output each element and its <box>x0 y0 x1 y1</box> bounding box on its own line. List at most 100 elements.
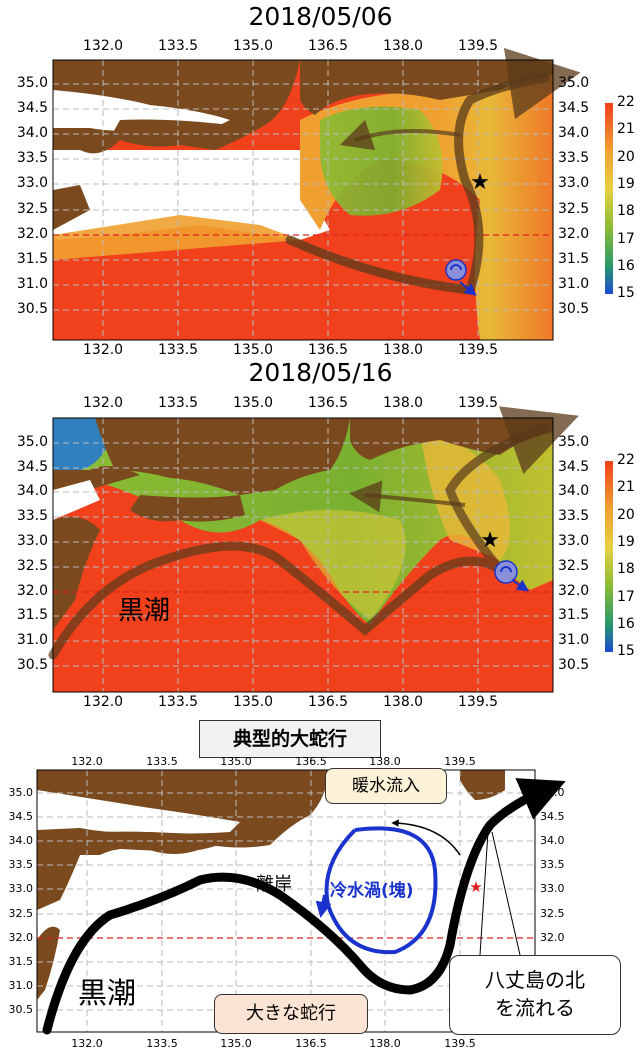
panel1-y-tick-left-9: 30.5 <box>16 301 48 317</box>
panel3-y-tick-left-2: 34.0 <box>8 834 34 847</box>
panel2-y-tick-right-0: 35.0 <box>558 434 590 450</box>
panel2-x-tick-top-2: 135.0 <box>233 395 274 411</box>
panel1-colorbar <box>605 103 613 294</box>
panel3-y-tick-right-4: 33.0 <box>540 882 565 895</box>
panel1-land-kyushu <box>53 185 90 230</box>
panel2-kuroshio-label: 黒潮 <box>118 596 170 626</box>
panel3-y-tick-left-4: 33.0 <box>8 882 34 895</box>
panel2-colorbar-tick-0: 22 <box>617 452 635 468</box>
panel2-y-tick-right-5: 32.5 <box>558 558 590 574</box>
panel3-y-tick-right-2: 34.0 <box>540 834 565 847</box>
panel3-y-tick-left-5: 32.5 <box>8 907 34 920</box>
panel1-colorbar-tick-4: 18 <box>617 203 635 220</box>
panel1-y-tick-left-5: 32.5 <box>16 201 48 217</box>
panel1-kuroshio-path <box>285 47 581 295</box>
panel2-colorbar <box>605 461 613 652</box>
panel2-y-tick-right-3: 33.5 <box>558 508 590 524</box>
panel2-y-tick-left-4: 33.0 <box>16 533 48 549</box>
panel1-colorbar-tick-2: 20 <box>617 148 635 165</box>
panel3-x-tick-top-1: 133.5 <box>146 755 178 768</box>
panel1-x-tick-bottom-0: 132.0 <box>83 342 124 358</box>
panel3-hachijo-line1: 八丈島の北 <box>485 968 585 992</box>
panel2-y-tick-right-7: 31.5 <box>558 607 590 623</box>
panel1-title: 2018/05/06 <box>248 2 393 31</box>
panel1-y-tick-right-8: 31.0 <box>558 276 590 292</box>
panel1-x-tick-bottom-3: 136.5 <box>308 342 349 358</box>
panel3-x-tick-top-0: 132.0 <box>71 755 103 768</box>
panel3-y-tick-left-3: 33.5 <box>8 858 34 871</box>
panel2-x-tick-top-0: 132.0 <box>83 395 124 411</box>
panel3-offshore-label: 離岸 <box>256 874 292 895</box>
panel2-x-tick-top-3: 136.5 <box>308 395 349 411</box>
panel3-x-tick-bottom-2: 135.0 <box>220 1037 252 1050</box>
panel2-y-tick-left-1: 34.5 <box>16 459 48 475</box>
panel1-x-tick-top-1: 133.5 <box>158 38 199 54</box>
panel3-hachijo-callout: 八丈島の北 を流れる <box>449 955 621 1035</box>
panel2-title: 2018/05/16 <box>248 358 393 387</box>
panel1-colorbar-tick-6: 16 <box>617 257 635 274</box>
panel2-y-tick-left-2: 34.0 <box>16 483 48 499</box>
panel2-x-tick-top-5: 139.5 <box>458 395 499 411</box>
panel2-x-tick-bottom-5: 139.5 <box>458 694 499 710</box>
panel3-x-tick-top-2: 135.0 <box>220 755 252 768</box>
panel2-y-tick-left-9: 30.5 <box>16 657 48 673</box>
panel2-colorbar-tick-6: 16 <box>617 615 635 632</box>
panel3-y-tick-left-6: 32.0 <box>8 931 34 944</box>
panel1-x-tick-top-2: 135.0 <box>233 38 274 54</box>
panel3-meander-callout: 大きな蛇行 <box>214 994 368 1034</box>
panel2-y-tick-left-5: 32.5 <box>16 558 48 574</box>
panel1-y-tick-right-1: 34.5 <box>558 100 590 116</box>
panel1-eddy-icon <box>445 259 467 281</box>
panel3-x-tick-top-4: 138.0 <box>369 755 401 768</box>
panel1-x-tick-bottom-1: 133.5 <box>158 342 199 358</box>
panel3-y-tick-right-5: 32.5 <box>540 907 565 920</box>
panel2-eddy-icon <box>494 560 518 584</box>
panel2-x-tick-bottom-4: 138.0 <box>383 694 424 710</box>
panel1-y-tick-right-6: 32.0 <box>558 226 590 242</box>
panel3-x-tick-top-5: 139.5 <box>444 755 476 768</box>
panel2-map: ★ 黒潮 <box>48 406 579 693</box>
panel2-x-tick-bottom-3: 136.5 <box>308 694 349 710</box>
panel3-x-tick-bottom-1: 133.5 <box>146 1037 178 1050</box>
panel1-x-tick-top-0: 132.0 <box>83 38 124 54</box>
panel2-x-tick-bottom-2: 135.0 <box>233 694 274 710</box>
panel2-land-shikoku-honshu <box>95 418 350 495</box>
panel2-y-tick-left-8: 31.0 <box>16 632 48 648</box>
panel3-x-tick-top-3: 136.5 <box>295 755 327 768</box>
panel1-y-tick-left-7: 31.5 <box>16 251 48 267</box>
panel3-warm-inflow-callout: 暖水流入 <box>325 768 447 804</box>
panel1-y-tick-left-1: 34.5 <box>16 100 48 116</box>
panel2-y-tick-left-0: 35.0 <box>16 434 48 450</box>
panel2-land-kyushu <box>53 516 100 630</box>
panel1-x-tick-top-5: 139.5 <box>458 38 499 54</box>
panel3-grid <box>37 770 535 1032</box>
panel2-colorbar-tick-3: 19 <box>617 533 635 550</box>
panel1-colorbar-tick-5: 17 <box>617 230 635 247</box>
panel2-y-tick-left-6: 32.0 <box>16 583 48 599</box>
panel1-colorbar-tick-7: 15 <box>617 285 635 302</box>
panel1-grid <box>53 60 553 340</box>
panel3-kuroshio-path <box>42 778 566 1035</box>
panel1-x-tick-bottom-5: 139.5 <box>458 342 499 358</box>
panel1-y-tick-right-2: 34.0 <box>558 125 590 141</box>
panel3-y-tick-left-0: 35.0 <box>8 786 34 799</box>
panel1-y-tick-right-3: 33.5 <box>558 150 590 166</box>
panel3-cold-eddy-label: 冷水渦(塊) <box>330 881 414 901</box>
panel2-colorbar-tick-2: 20 <box>617 506 635 523</box>
panel3-hachijo-line2: を流れる <box>495 996 575 1020</box>
panel1-colorbar-tick-3: 19 <box>617 175 635 192</box>
panel1-y-tick-left-4: 33.0 <box>16 175 48 191</box>
panel2-colorbar-tick-7: 15 <box>617 643 635 660</box>
panel1-y-tick-right-0: 35.0 <box>558 75 590 91</box>
panel3-x-tick-bottom-3: 136.5 <box>295 1037 327 1050</box>
panel1-colorbar-tick-1: 21 <box>617 121 635 138</box>
panel3-y-tick-right-3: 33.5 <box>540 858 565 871</box>
panel2-y-tick-right-9: 30.5 <box>558 657 590 673</box>
panel2-x-tick-top-4: 138.0 <box>383 395 424 411</box>
panel1-x-tick-bottom-4: 138.0 <box>383 342 424 358</box>
panel3-cold-eddy-loop <box>324 826 438 955</box>
panel3-warm-inflow-arrow <box>391 819 461 856</box>
panel3-kuroshio-label: 黒潮 <box>78 976 137 1010</box>
panel3-x-tick-bottom-4: 138.0 <box>369 1037 401 1050</box>
